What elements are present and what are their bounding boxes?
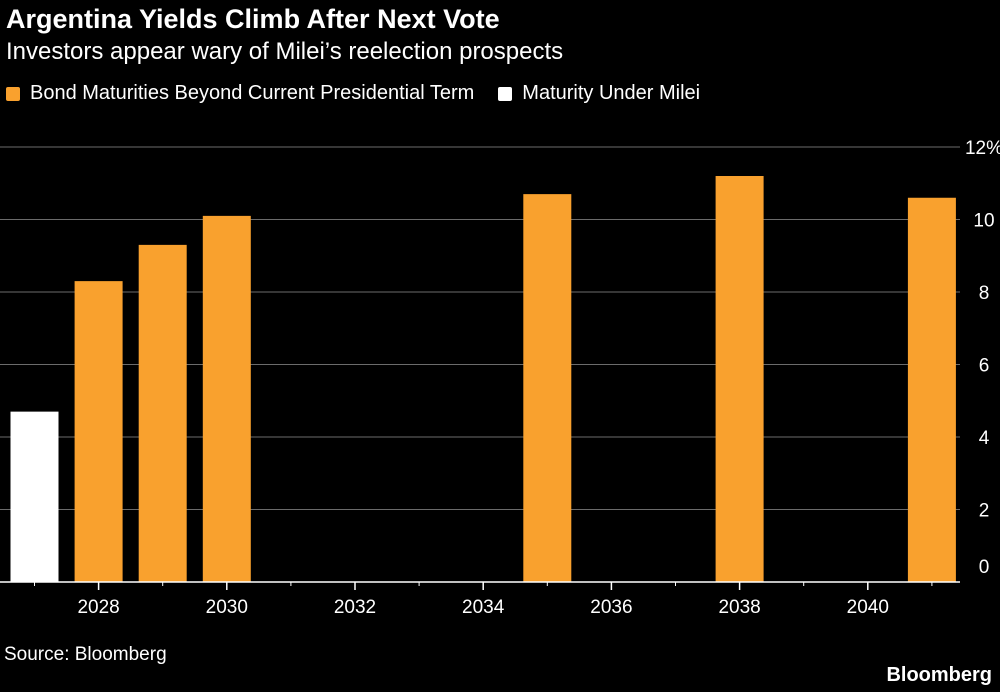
- legend-label-beyond-term: Bond Maturities Beyond Current President…: [30, 82, 475, 104]
- x-tick-label: 2030: [206, 597, 248, 618]
- y-tick-label: 12%: [965, 138, 1000, 159]
- y-tick-label: 6: [979, 356, 990, 377]
- legend-swatch-orange: [6, 86, 20, 101]
- bar: [523, 194, 572, 582]
- y-tick-label: 0: [979, 557, 990, 578]
- bar: [907, 197, 956, 582]
- y-tick-label: 4: [979, 428, 990, 449]
- legend-item-beyond-term: Bond Maturities Beyond Current President…: [6, 82, 474, 105]
- y-tick-label: 8: [979, 283, 990, 304]
- y-tick-label: 10: [973, 211, 994, 232]
- x-tick-label: 2040: [847, 597, 889, 618]
- source-note: Source: Bloomberg: [4, 644, 167, 665]
- bar: [74, 281, 123, 582]
- legend-swatch-white: [498, 86, 513, 101]
- legend-label-under-milei: Maturity Under Milei: [522, 82, 701, 104]
- legend-item-under-milei: Maturity Under Milei: [498, 82, 700, 105]
- legend: Bond Maturities Beyond Current President…: [6, 82, 724, 105]
- bar: [202, 215, 251, 582]
- x-tick-label: 2038: [718, 597, 760, 618]
- bar: [715, 176, 764, 582]
- chart-title: Argentina Yields Climb After Next Vote: [6, 4, 500, 34]
- bar: [10, 411, 59, 582]
- chart-subtitle: Investors appear wary of Milei’s reelect…: [6, 38, 564, 65]
- y-tick-label: 2: [979, 501, 990, 522]
- x-tick-label: 2032: [334, 597, 376, 618]
- bloomberg-logo: Bloomberg: [886, 664, 992, 686]
- x-tick-label: 2028: [77, 597, 119, 618]
- x-tick-label: 2034: [462, 597, 505, 618]
- x-tick-label: 2036: [590, 597, 632, 618]
- bar: [138, 244, 187, 582]
